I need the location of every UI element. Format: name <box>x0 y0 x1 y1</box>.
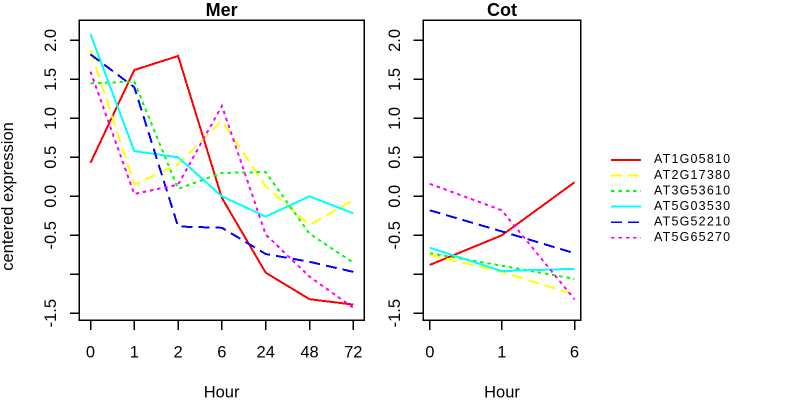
svg-text:2: 2 <box>174 344 183 362</box>
svg-text:0.5: 0.5 <box>386 146 404 169</box>
svg-text:6: 6 <box>217 344 226 362</box>
svg-text:Hour: Hour <box>204 384 240 401</box>
svg-text:Cot: Cot <box>487 0 517 20</box>
svg-text:48: 48 <box>300 344 318 362</box>
svg-text:-0.5: -0.5 <box>386 221 404 249</box>
svg-text:2.0: 2.0 <box>386 29 404 52</box>
svg-text:1.0: 1.0 <box>42 107 60 130</box>
svg-text:1: 1 <box>130 344 139 362</box>
svg-text:1: 1 <box>497 344 506 362</box>
svg-text:AT5G52210: AT5G52210 <box>654 215 731 229</box>
svg-text:0: 0 <box>86 344 95 362</box>
svg-text:0.0: 0.0 <box>386 185 404 208</box>
svg-text:0: 0 <box>425 344 434 362</box>
svg-text:-1.5: -1.5 <box>42 299 60 327</box>
svg-text:centered expression: centered expression <box>0 122 17 271</box>
svg-text:Hour: Hour <box>484 384 520 401</box>
svg-text:AT1G05810: AT1G05810 <box>654 152 731 166</box>
svg-text:AT5G65270: AT5G65270 <box>654 230 731 244</box>
svg-text:1.5: 1.5 <box>386 68 404 91</box>
svg-text:AT2G17380: AT2G17380 <box>654 168 731 182</box>
svg-text:72: 72 <box>344 344 362 362</box>
svg-text:Mer: Mer <box>206 0 238 20</box>
svg-text:AT3G53610: AT3G53610 <box>654 183 731 197</box>
svg-text:-1.5: -1.5 <box>386 299 404 327</box>
svg-text:0.5: 0.5 <box>42 146 60 169</box>
svg-text:2.0: 2.0 <box>42 29 60 52</box>
svg-text:-0.5: -0.5 <box>42 221 60 249</box>
svg-text:6: 6 <box>570 344 579 362</box>
svg-text:0.0: 0.0 <box>42 185 60 208</box>
svg-text:AT5G03530: AT5G03530 <box>654 199 731 213</box>
svg-text:24: 24 <box>257 344 275 362</box>
svg-text:1.5: 1.5 <box>42 68 60 91</box>
svg-text:1.0: 1.0 <box>386 107 404 130</box>
